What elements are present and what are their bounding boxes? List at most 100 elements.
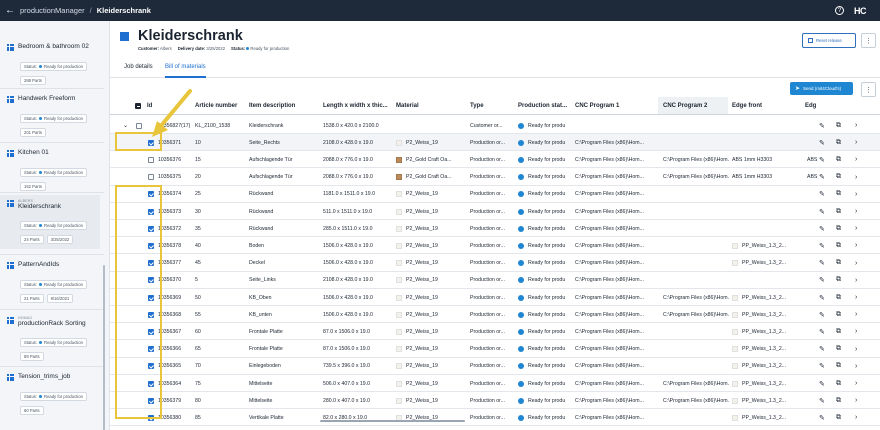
row-checkbox[interactable] [148, 375, 158, 392]
row-checkbox[interactable] [148, 134, 158, 151]
chevron-right-icon[interactable]: › [855, 414, 858, 422]
copy-icon[interactable]: ⧉ [836, 259, 841, 267]
table-row[interactable]: 10356379 80 Mittelseite 280.0 x 407.0 x 19.… [110, 392, 880, 410]
table-row[interactable]: 10356373 30 Rückwand 511.0 x 1511.0 x 19.0 P… [110, 203, 880, 220]
pencil-icon[interactable]: ✎ [819, 380, 825, 388]
row-checkbox[interactable] [148, 341, 158, 358]
copy-icon[interactable]: ⧉ [836, 327, 841, 335]
row-checkbox[interactable] [148, 289, 158, 306]
pencil-icon[interactable]: ✎ [819, 414, 825, 422]
pencil-icon[interactable]: ✎ [819, 294, 825, 302]
table-row[interactable]: 10356378 40 Boden 1506.0 x 428.0 x 19.0 P2_W… [110, 237, 880, 255]
chevron-right-icon[interactable]: › [855, 345, 858, 353]
table-row[interactable]: 10356374 25 Rückwand 1181.0 x 1511.0 x 19.0… [110, 186, 880, 203]
table-row[interactable]: 10356380 85 Vertikale Platte 82.0 x 280.0 x… [110, 409, 880, 427]
copy-icon[interactable]: ⧉ [836, 224, 841, 232]
table-row[interactable]: 10356367 60 Frontale Platte 87.0 x 1506.0 x… [110, 323, 880, 341]
column-header-id[interactable]: Id [147, 102, 153, 109]
sidebar-job-card[interactable]: Bedroom & bathroom 02 Status: Ready for pr… [0, 39, 100, 85]
column-header-edge-front[interactable]: Edge front [732, 102, 762, 109]
table-row[interactable]: 10356377 45 Deckel 1506.0 x 428.0 x 19.0 P2_… [110, 255, 880, 272]
chevron-right-icon[interactable]: › [855, 311, 858, 319]
copy-icon[interactable]: ⧉ [836, 310, 841, 318]
table-row[interactable]: 10356368 55 KB_unten 1506.0 x 428.0 x 19.0 P… [110, 306, 880, 324]
copy-icon[interactable]: ⧉ [836, 413, 841, 421]
chevron-right-icon[interactable]: › [855, 276, 858, 284]
copy-icon[interactable]: ⧉ [836, 293, 841, 301]
reset-release-button[interactable]: Reset release [802, 33, 856, 48]
column-header-production-status[interactable]: Production stat... [518, 102, 568, 109]
table-row[interactable]: 10356371 10 Seite_Rechts 2108.0 x 428.0 x 1… [110, 134, 880, 152]
pencil-icon[interactable]: ✎ [819, 260, 825, 268]
chevron-right-icon[interactable]: › [855, 259, 858, 267]
table-row[interactable]: 10356364 75 Mittelseite 506.0 x 407.0 x 19.… [110, 375, 880, 392]
chevron-right-icon[interactable]: › [855, 225, 858, 233]
copy-icon[interactable]: ⧉ [836, 241, 841, 249]
chevron-right-icon[interactable]: › [855, 380, 858, 387]
row-checkbox[interactable] [148, 306, 158, 323]
pencil-icon[interactable]: ✎ [819, 311, 825, 319]
more-options-button[interactable]: ⋮ [861, 33, 876, 48]
row-checkbox[interactable] [148, 151, 158, 168]
chevron-right-icon[interactable]: › [855, 294, 858, 301]
copy-icon[interactable]: ⧉ [836, 173, 841, 181]
column-header-cnc-program-2[interactable]: CNC Program 2 [658, 97, 728, 114]
column-header-type[interactable]: Type [470, 102, 484, 109]
sidebar-job-card[interactable]: Tension_trims_job Status: Ready for produc… [0, 369, 100, 415]
table-row[interactable]: 10356375 20 Aufschlagende Tür 2088.0 x 776.… [110, 169, 880, 186]
chevron-right-icon[interactable]: › [855, 122, 858, 129]
pencil-icon[interactable]: ✎ [819, 328, 825, 336]
column-header-material[interactable]: Material [396, 102, 419, 109]
table-row[interactable]: 10356370 5 Seite_Links 2108.0 x 428.0 x 19.… [110, 272, 880, 289]
copy-icon[interactable]: ⧉ [836, 207, 841, 215]
pencil-icon[interactable]: ✎ [819, 242, 825, 250]
column-header-edge-back[interactable]: Edg [805, 102, 817, 109]
help-icon[interactable]: ? [835, 6, 844, 15]
select-all-checkbox[interactable] [135, 97, 143, 114]
chevron-right-icon[interactable]: › [855, 242, 858, 250]
row-checkbox[interactable] [136, 117, 146, 134]
sidebar-job-card[interactable]: ALBERS Kleiderschrank Status: Ready for pro… [0, 195, 100, 249]
pencil-icon[interactable]: ✎ [819, 122, 825, 130]
table-row[interactable]: 10356365 70 Einlegeboden 739.5 x 396.0 x 19… [110, 358, 880, 375]
chevron-right-icon[interactable]: › [855, 139, 858, 147]
copy-icon[interactable]: ⧉ [836, 379, 841, 387]
copy-icon[interactable]: ⧉ [836, 155, 841, 163]
horizontal-scrollbar[interactable] [320, 420, 465, 422]
pencil-icon[interactable]: ✎ [819, 346, 825, 354]
column-header-dimensions[interactable]: Length x width x thic... [323, 102, 388, 109]
row-checkbox[interactable] [148, 392, 158, 409]
row-checkbox[interactable] [148, 203, 158, 220]
sidebar-scrollbar[interactable] [103, 265, 105, 430]
tab-job-details[interactable]: Job details [124, 64, 153, 70]
chevron-right-icon[interactable]: › [855, 156, 858, 164]
copy-icon[interactable]: ⧉ [836, 276, 841, 284]
table-options-button[interactable]: ⋮ [861, 82, 876, 97]
row-checkbox[interactable] [148, 272, 158, 289]
table-row[interactable]: 10356366 65 Frontale Platte 87.0 x 1506.0 x… [110, 341, 880, 358]
chevron-right-icon[interactable]: › [855, 208, 858, 215]
table-row[interactable]: 10356369 50 KB_Oben 1506.0 x 428.0 x 19.0 P2… [110, 289, 880, 306]
sidebar-job-card[interactable]: PatternAndIds Status: Ready for production… [0, 257, 100, 303]
pencil-icon[interactable]: ✎ [819, 277, 825, 285]
copy-icon[interactable]: ⧉ [836, 345, 841, 353]
column-header-item-description[interactable]: Item description [249, 102, 296, 109]
tab-bill-of-materials[interactable]: Bill of materials [165, 63, 206, 78]
row-checkbox[interactable] [148, 255, 158, 272]
pencil-icon[interactable]: ✎ [819, 174, 825, 182]
pencil-icon[interactable]: ✎ [819, 191, 825, 199]
column-header-article-number[interactable]: Article number [195, 102, 238, 109]
row-checkbox[interactable] [148, 358, 158, 375]
pencil-icon[interactable]: ✎ [819, 208, 825, 216]
chevron-right-icon[interactable]: › [855, 362, 858, 370]
copy-icon[interactable]: ⧉ [836, 190, 841, 198]
pencil-icon[interactable]: ✎ [819, 397, 825, 405]
chevron-right-icon[interactable]: › [855, 397, 858, 405]
chevron-right-icon[interactable]: › [855, 328, 858, 336]
column-header-cnc-program-1[interactable]: CNC Program 1 [575, 102, 620, 109]
sidebar-job-card[interactable]: Kitchen 01 Status: Ready for production 152… [0, 145, 100, 191]
pencil-icon[interactable]: ✎ [819, 363, 825, 371]
row-checkbox[interactable] [148, 186, 158, 203]
copy-icon[interactable]: ⧉ [836, 362, 841, 370]
pencil-icon[interactable]: ✎ [819, 225, 825, 233]
